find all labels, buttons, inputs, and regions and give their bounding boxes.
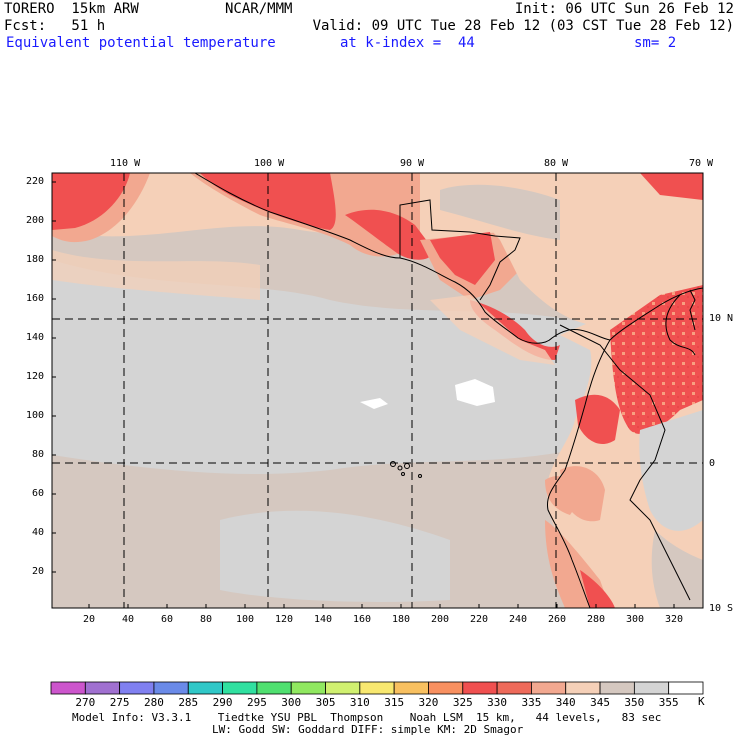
- colorbar-swatch: [50, 681, 86, 695]
- center-name: NCAR/MMM: [225, 1, 293, 17]
- x-tick-240: 240: [509, 614, 528, 625]
- colorbar-label: 355: [658, 696, 679, 709]
- y-tick-80: 80: [32, 449, 45, 460]
- colorbar-label: 330: [487, 696, 508, 709]
- colorbar-swatch: [187, 681, 223, 695]
- y-tick-180: 180: [26, 254, 45, 265]
- colorbar-swatch: [565, 681, 601, 695]
- x-tick-180: 180: [392, 614, 411, 625]
- colorbar-label: 340: [555, 696, 576, 709]
- colorbar-swatch: [599, 681, 635, 695]
- colorbar-swatch: [84, 681, 121, 695]
- lon-label-110w: 110 W: [110, 158, 141, 169]
- colorbar-swatch: [393, 681, 429, 695]
- axis-ticks: [52, 181, 675, 608]
- colorbar-swatch: [222, 681, 258, 695]
- colorbar-swatch: [119, 681, 155, 695]
- coastlines: [194, 173, 703, 608]
- y-tick-140: 140: [26, 332, 45, 343]
- init-time: Init: 06 UTC Sun 26 Feb 12: [514, 1, 734, 17]
- colorbar-label: 345: [590, 696, 610, 709]
- model-info-line1: Model Info: V3.3.1 Tiedtke YSU PBL Thomp…: [72, 711, 662, 724]
- y-tick-160: 160: [26, 293, 45, 304]
- colorbar-swatch: [668, 681, 704, 695]
- lon-label-100w: 100 W: [254, 158, 285, 169]
- colorbar-label: 310: [349, 696, 370, 709]
- model-name: TORERO 15km ARW: [4, 1, 139, 17]
- temperature-field: [52, 173, 703, 608]
- x-tick-220: 220: [470, 614, 489, 625]
- colorbar-swatch: [462, 681, 498, 695]
- x-tick-320: 320: [665, 614, 684, 625]
- lat-label-10s: 10 S: [709, 603, 734, 614]
- colorbar-swatch: [325, 681, 361, 695]
- colorbar-swatch: [290, 681, 326, 695]
- valid-time: Valid: 09 UTC Tue 28 Feb 12 (03 CST Tue …: [312, 18, 734, 34]
- colorbar-label: 315: [384, 696, 405, 709]
- colorbar-label: 300: [281, 696, 302, 709]
- field-name: Equivalent potential temperature: [6, 35, 276, 51]
- x-tick-40: 40: [122, 614, 135, 625]
- x-tick-260: 260: [548, 614, 567, 625]
- x-tick-100: 100: [236, 614, 255, 625]
- colorbar-swatch: [153, 681, 189, 695]
- colorbar-label: 320: [418, 696, 439, 709]
- lat-label-0: 0: [709, 458, 716, 469]
- colorbar-label: 335: [521, 696, 542, 709]
- colorbar-label: 290: [212, 696, 233, 709]
- map-frame: [51, 172, 704, 609]
- smoothing-info: sm= 2: [634, 35, 677, 51]
- lat-label-10n: 10 N: [709, 313, 734, 324]
- colorbar-swatch: [496, 681, 532, 695]
- x-tick-60: 60: [161, 614, 174, 625]
- lon-label-90w: 90 W: [400, 158, 425, 169]
- colorbar: [50, 681, 704, 695]
- x-tick-300: 300: [626, 614, 645, 625]
- y-tick-40: 40: [32, 527, 45, 538]
- colorbar-label: 280: [144, 696, 164, 709]
- y-tick-20: 20: [32, 566, 45, 577]
- colorbar-swatch: [256, 681, 292, 695]
- forecast-hour: Fcst: 51 h: [4, 18, 106, 34]
- colorbar-unit: K: [698, 695, 705, 708]
- colorbar-label: 285: [178, 696, 199, 709]
- x-tick-120: 120: [275, 614, 294, 625]
- colorbar-swatch: [359, 681, 395, 695]
- x-tick-80: 80: [200, 614, 213, 625]
- y-tick-220: 220: [26, 176, 45, 187]
- lon-label-80w: 80 W: [544, 158, 569, 169]
- y-tick-60: 60: [32, 488, 45, 499]
- colorbar-label: 325: [452, 696, 473, 709]
- model-info-line2: LW: Godd SW: Goddard DIFF: simple KM: 2D…: [212, 723, 524, 736]
- x-tick-140: 140: [314, 614, 333, 625]
- x-tick-20: 20: [83, 614, 96, 625]
- x-tick-160: 160: [353, 614, 372, 625]
- graticule: [52, 173, 703, 608]
- y-tick-100: 100: [26, 410, 45, 421]
- level-info: at k-index = 44: [340, 35, 475, 51]
- colorbar-label: 275: [109, 696, 130, 709]
- x-tick-200: 200: [431, 614, 450, 625]
- colorbar-label: 295: [246, 696, 267, 709]
- x-tick-280: 280: [587, 614, 606, 625]
- colorbar-swatch: [428, 681, 464, 695]
- lon-label-70w: 70 W: [689, 158, 714, 169]
- colorbar-swatch: [531, 681, 567, 695]
- colorbar-swatch: [633, 681, 670, 695]
- y-tick-120: 120: [26, 371, 45, 382]
- colorbar-label: 270: [75, 696, 96, 709]
- y-tick-200: 200: [26, 215, 45, 226]
- colorbar-label: 350: [624, 696, 645, 709]
- colorbar-label: 305: [315, 696, 336, 709]
